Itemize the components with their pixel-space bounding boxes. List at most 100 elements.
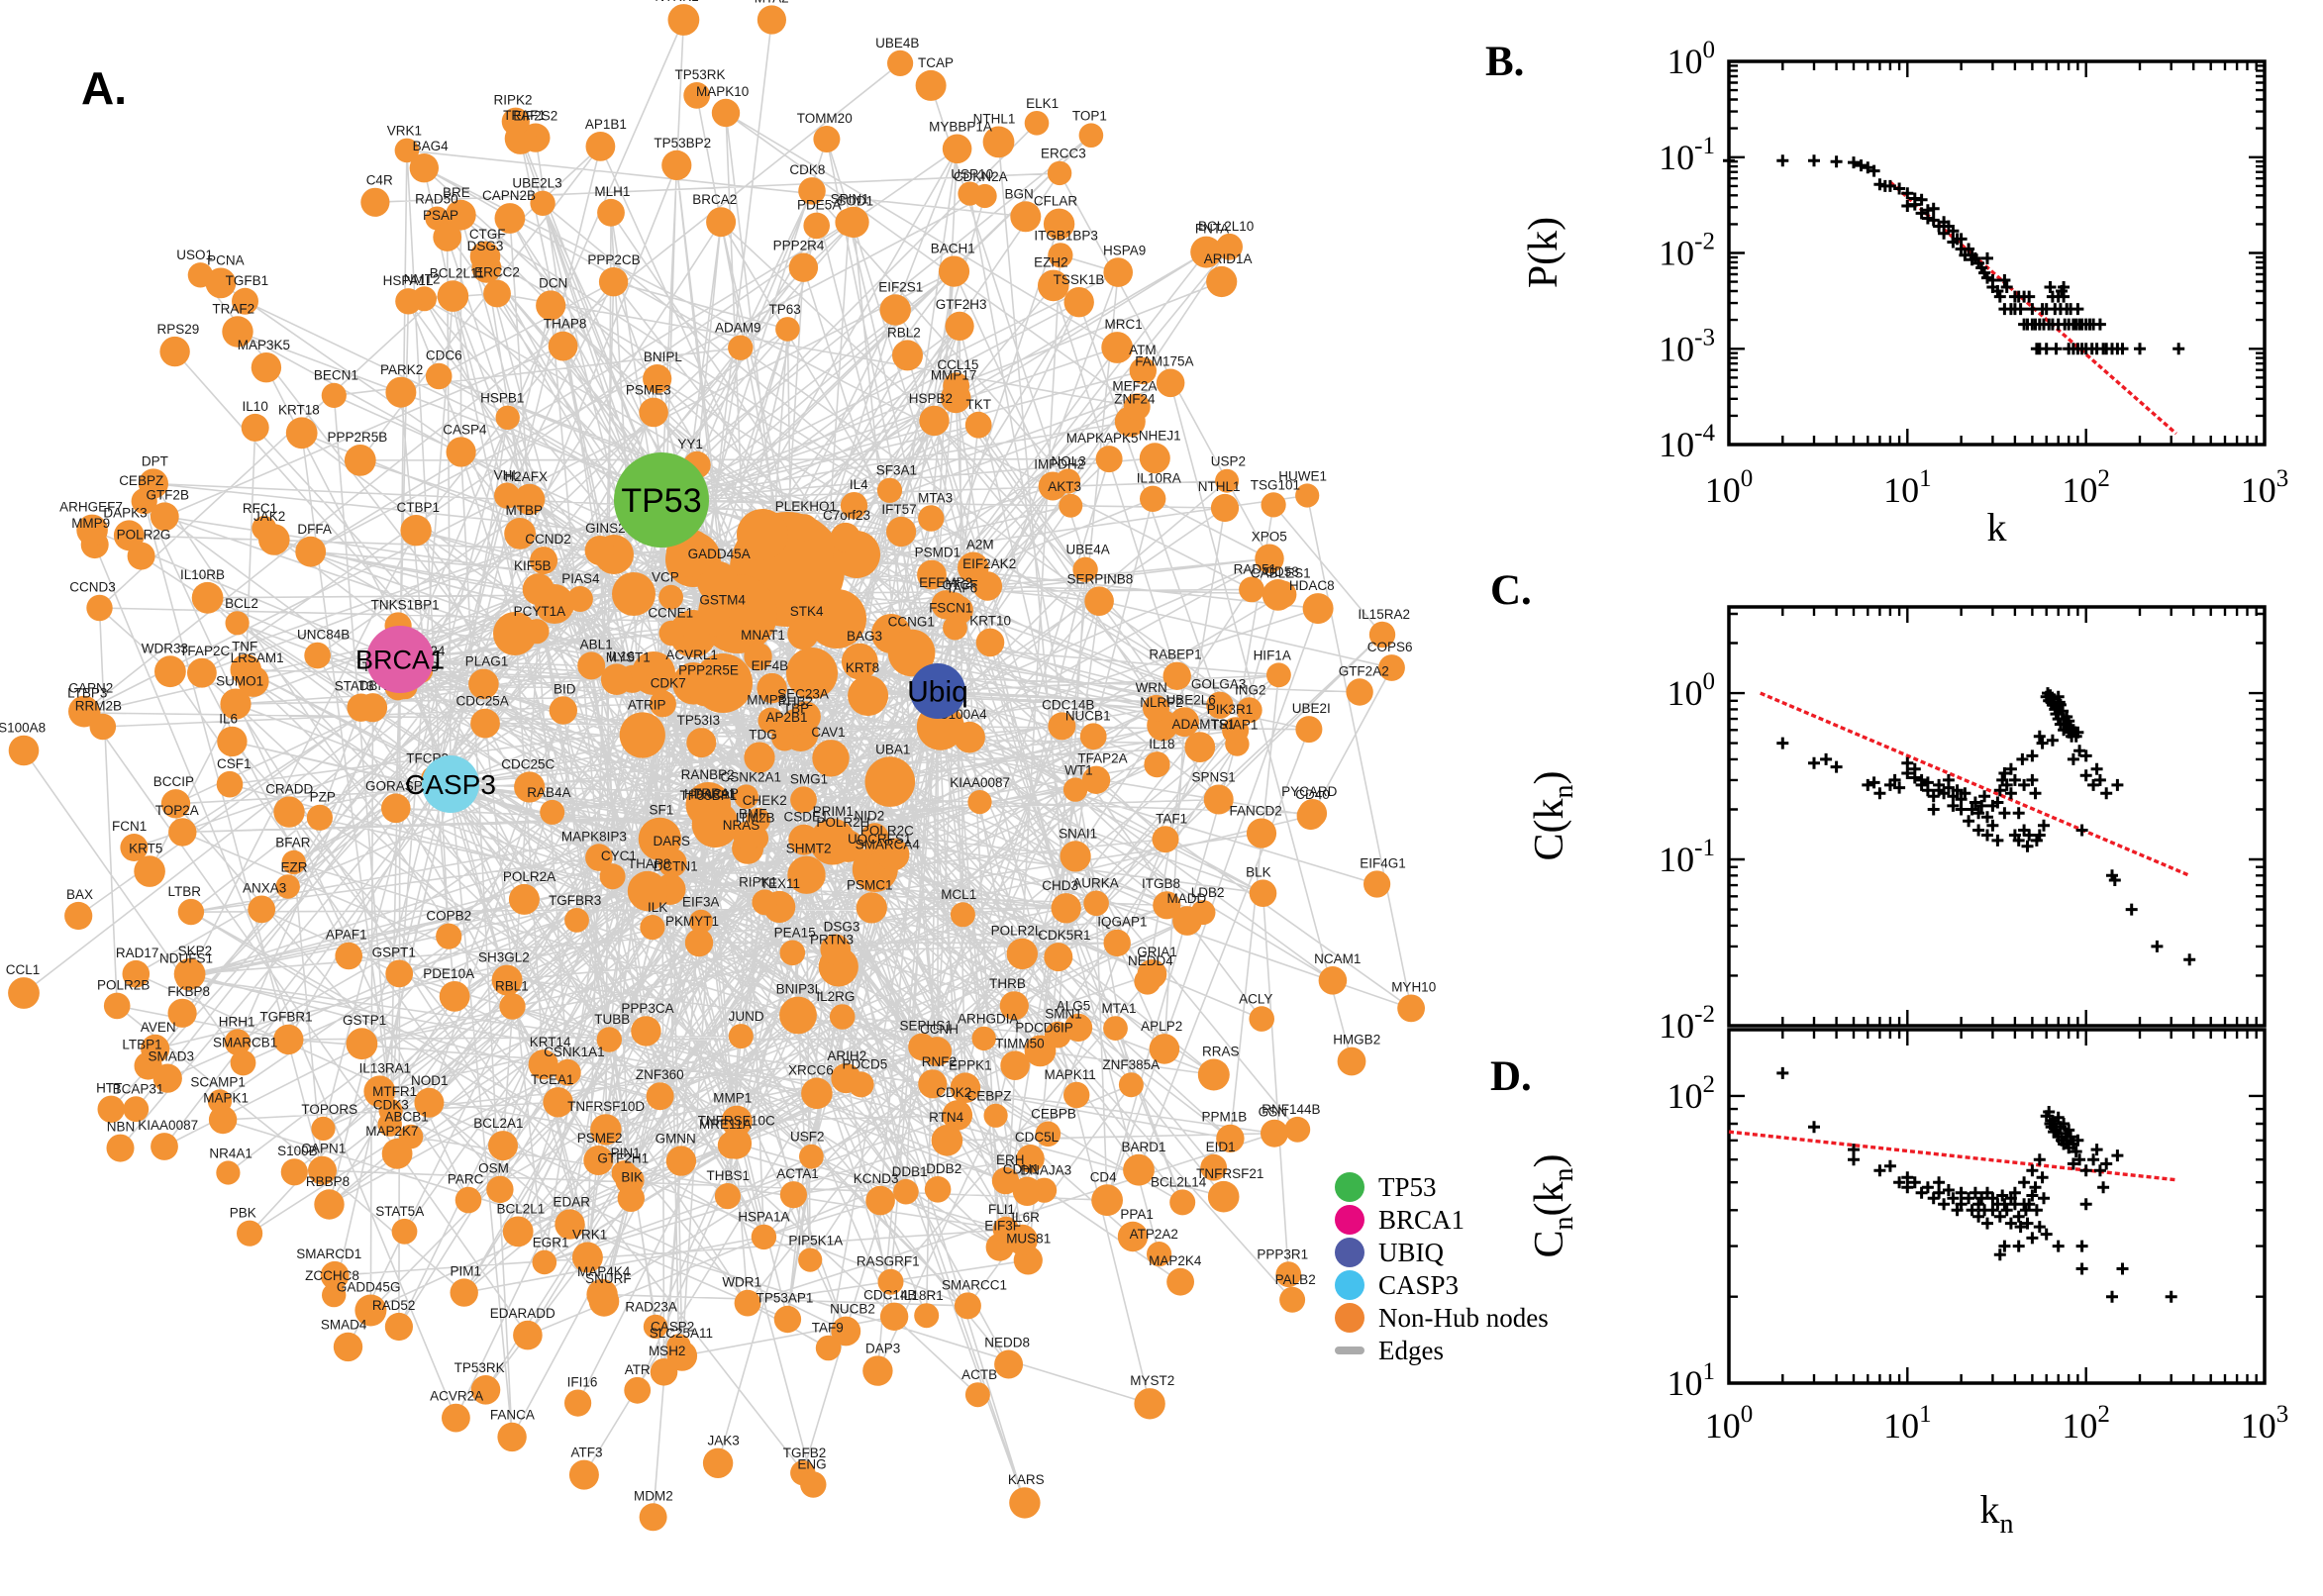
network-node (643, 364, 672, 394)
network-node (1249, 879, 1277, 907)
gene-label: CCL1 (6, 962, 41, 977)
network-node (493, 482, 521, 509)
x-axis-label-D: kn (1980, 1487, 2014, 1540)
gene-label: PALB2 (1275, 1272, 1316, 1287)
gene-label: RAD50 (415, 192, 458, 207)
gene-label: PDCD5 (843, 1056, 888, 1071)
network-node (686, 728, 717, 758)
gene-label: APAF1 (326, 928, 367, 943)
gene-label: MAPK1 (203, 1091, 249, 1106)
network-node (950, 1072, 981, 1103)
network-node (89, 713, 117, 741)
gene-label: FLI1 (988, 1202, 1015, 1217)
network-node (273, 1024, 304, 1055)
gene-label: POLR2C (860, 824, 914, 839)
gene-label: TAF6 (946, 581, 977, 596)
gene-label: FNTA (1195, 222, 1229, 237)
network-node (711, 98, 741, 128)
gene-label: BAG4 (413, 139, 450, 153)
network-node (8, 977, 40, 1009)
gene-label: PIP5K1A (788, 1234, 843, 1248)
gene-label: NDUFS1 (159, 951, 213, 966)
gene-label: TFAP2A (1077, 751, 1127, 766)
network-node (1081, 765, 1111, 794)
gene-label: ALG5 (1057, 999, 1091, 1014)
network-node (972, 183, 997, 209)
network-node (661, 150, 692, 180)
gene-label: CD4 (1090, 1169, 1117, 1184)
gene-label: SF3A1 (876, 463, 917, 478)
tick-label: 102 (1667, 1071, 1716, 1116)
gene-label: EZH2 (1034, 255, 1068, 270)
gene-label: MYBBP1A (929, 120, 992, 135)
network-node (1279, 1286, 1306, 1313)
network-node (530, 547, 558, 575)
plot-panel-B: 100 101 102 103 100 10-1 10-2 10-3 10-4 k P(k) (1521, 37, 2288, 549)
network-node (1295, 716, 1323, 744)
hub-label-brca1: BRCA1 (355, 645, 445, 674)
gene-label: IMPDH2 (1034, 456, 1084, 471)
gene-label: HTT (96, 1081, 122, 1096)
gene-label: BCL2L10 (1198, 219, 1254, 234)
gene-label: WRN (1136, 680, 1167, 695)
network-node (728, 335, 754, 360)
gene-label: FSCN1 (929, 601, 972, 616)
network-node (385, 376, 417, 408)
network-node (1255, 544, 1284, 573)
network-node (1043, 208, 1075, 240)
network-node (599, 863, 626, 890)
network-node (800, 1471, 827, 1498)
network-node (564, 1389, 592, 1417)
network-node (1144, 751, 1170, 778)
gene-label: ACVRL1 (665, 648, 718, 662)
gene-label: TNFRSF10C (698, 1113, 775, 1128)
network-node (876, 838, 910, 871)
gene-label: CCNE1 (648, 606, 693, 621)
plot-frame (1727, 605, 2267, 1028)
network-node (829, 1004, 856, 1030)
gene-label: HDAC11 (684, 787, 736, 802)
gene-label: GTF2A2 (1339, 663, 1389, 678)
gene-label: CSNK1A1 (544, 1045, 605, 1059)
tick-label: 10-1 (1659, 835, 1715, 879)
gene-label: PIN1 (611, 1146, 641, 1160)
gene-label: BID (554, 681, 576, 696)
gene-label: NUCB1 (1065, 708, 1111, 723)
network-node (1078, 123, 1104, 148)
gene-label: DARS (654, 834, 691, 848)
network-node (248, 895, 276, 924)
network-node (549, 696, 577, 725)
network-node (1051, 893, 1081, 924)
network-node (779, 996, 817, 1035)
gene-label: CAPN2 (68, 681, 113, 696)
network-node (701, 607, 731, 637)
network-node (1296, 801, 1325, 831)
gene-label: TBP (783, 701, 809, 716)
network-node (918, 1069, 948, 1099)
network-node (494, 203, 526, 234)
network-node (508, 883, 540, 915)
network-node (295, 536, 327, 567)
casp3-swatch-icon (1335, 1270, 1364, 1300)
gene-label: TSSK1B (1054, 272, 1105, 287)
network-node (779, 1181, 808, 1209)
gene-label: CTBP1 (397, 500, 441, 515)
y-axis-label-C: C(kn) (1527, 771, 1579, 861)
legend-label-tp53: TP53 (1378, 1171, 1437, 1202)
gene-label: KRT14 (530, 1035, 571, 1049)
network-node (1103, 929, 1131, 957)
gene-label: EIF2S1 (878, 279, 923, 294)
gene-label: GSPT1 (372, 946, 416, 960)
network-node (1239, 576, 1264, 603)
network-node (813, 126, 841, 152)
gene-label: CDK8 (789, 162, 825, 177)
gene-label: BCL2L14 (1151, 1174, 1207, 1189)
gene-label: GADD45A (688, 547, 751, 561)
gene-label: RAB4A (527, 785, 570, 800)
gene-label: HIF1A (1254, 648, 1291, 662)
gene-label: PARK2 (380, 362, 423, 377)
gene-label: THBS1 (707, 1168, 751, 1183)
tick-label: 100 (1705, 1401, 1754, 1446)
network-node (812, 740, 850, 777)
tick-label: 101 (1883, 465, 1932, 510)
